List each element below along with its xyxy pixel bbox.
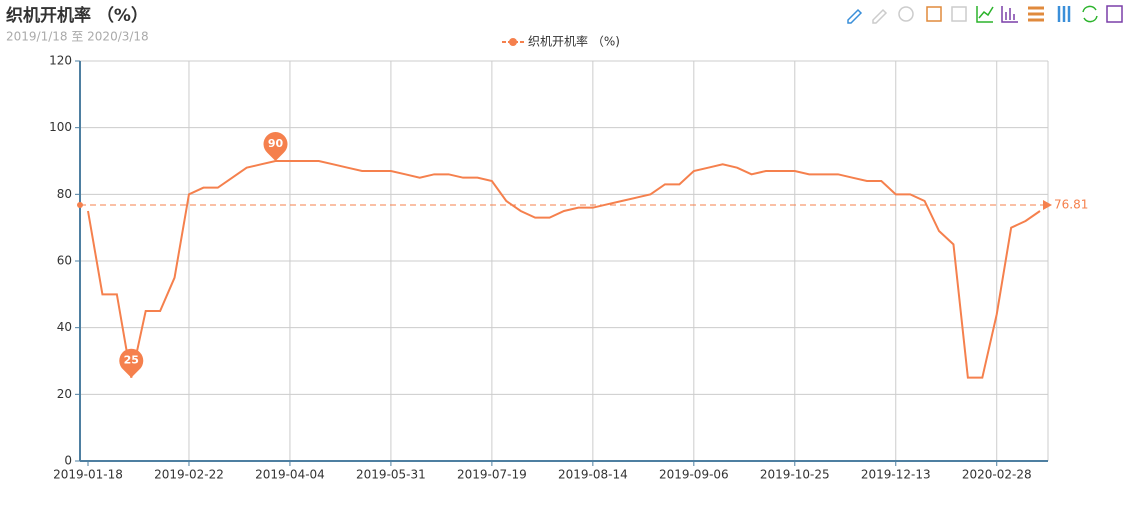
tool-icon[interactable] xyxy=(1001,6,1018,23)
tool-icon[interactable] xyxy=(1057,6,1071,22)
y-tick-label: 20 xyxy=(57,387,72,401)
x-tick-label: 2019-05-31 xyxy=(356,468,426,482)
tool-icon[interactable] xyxy=(1106,5,1123,23)
tool-icon[interactable] xyxy=(976,6,994,23)
tool-icon[interactable] xyxy=(847,8,863,24)
pin xyxy=(119,348,144,378)
y-tick-label: 100 xyxy=(49,120,72,134)
legend-symbol xyxy=(509,38,517,46)
x-tick-label: 2019-07-19 xyxy=(457,468,527,482)
legend-label: 织机开机率 （%) xyxy=(528,34,620,49)
pin-label: 25 xyxy=(124,354,139,367)
x-tick-label: 2019-01-18 xyxy=(53,468,123,482)
x-tick-label: 2020-02-28 xyxy=(962,468,1032,482)
x-tick-label: 2019-08-14 xyxy=(558,468,628,482)
y-tick-label: 120 xyxy=(49,54,72,68)
tool-icon[interactable] xyxy=(872,8,888,24)
x-tick-label: 2019-02-22 xyxy=(154,468,224,482)
y-tick-label: 80 xyxy=(57,187,72,201)
y-tick-label: 40 xyxy=(57,320,72,334)
line xyxy=(87,160,1041,379)
average-arrow xyxy=(1043,199,1052,210)
x-tick-label: 2019-10-25 xyxy=(760,468,830,482)
average-start xyxy=(77,201,83,208)
toolbox[interactable] xyxy=(847,5,1123,24)
average-label: 76.81 xyxy=(1054,197,1088,211)
chart-subtitle: 2019/1/18 至 2020/3/18 xyxy=(6,30,149,44)
pin xyxy=(263,132,288,161)
x-tick-label: 2019-04-04 xyxy=(255,468,325,482)
pin-label: 90 xyxy=(268,137,284,150)
y-tick-label: 60 xyxy=(57,254,72,268)
x-tick-label: 2019-12-13 xyxy=(861,468,931,482)
y-tick-label: 0 xyxy=(64,454,72,468)
chart-title: 织机开机率 （%） xyxy=(6,5,148,26)
tool-icon[interactable] xyxy=(951,6,967,22)
tool-icon[interactable] xyxy=(1028,6,1044,22)
x-tick-label: 2019-09-06 xyxy=(659,468,729,482)
tool-icon[interactable] xyxy=(1082,5,1098,23)
tool-icon[interactable] xyxy=(926,6,942,22)
tool-icon[interactable] xyxy=(898,6,914,22)
